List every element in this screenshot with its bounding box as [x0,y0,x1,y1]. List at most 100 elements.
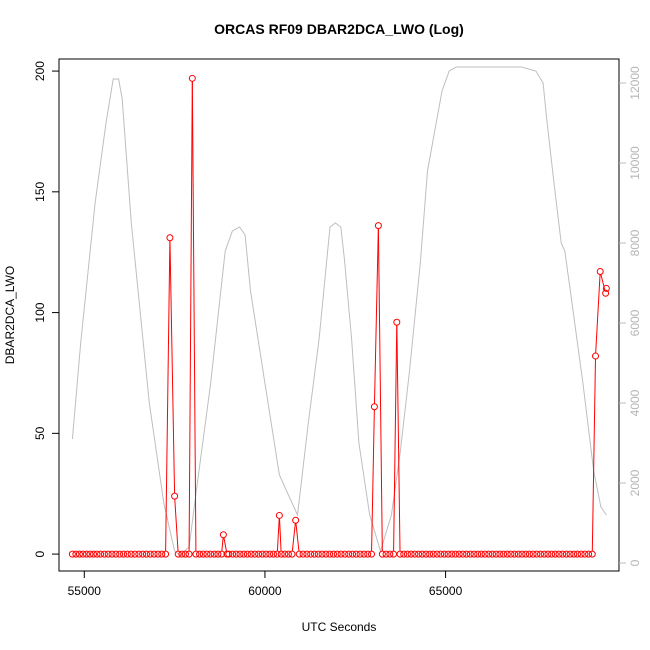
series-left-segment [393,325,398,552]
series-left-point [207,550,215,558]
series-left-point [158,550,166,558]
series-left-point [444,550,452,558]
series-left-point [97,550,105,558]
series-left-point [329,550,337,558]
series-left-segment [595,274,601,354]
series-left-point [577,550,585,558]
series-left-segment [295,523,300,552]
series-left-point [210,550,218,558]
series-left-point [433,550,441,558]
series-left-point [127,550,135,558]
series-left-point [400,550,408,558]
series-left-point [82,550,90,558]
series-left-segment [371,409,375,552]
series-left-point [314,550,322,558]
y2-tick-label: 0 [628,559,642,566]
series-left-segment [396,325,401,552]
series-left-segment [600,274,606,291]
series-left-point [500,550,508,558]
series-left-point [240,550,248,558]
series-left-point [196,550,204,558]
series-left-point [192,550,200,558]
series-left-point [474,550,482,558]
y-tick-label: 200 [33,61,47,81]
series-left-point [511,550,519,558]
series-left-point [139,550,147,558]
series-left-point [90,550,98,558]
series-left-point [429,550,437,558]
series-left-point [203,550,211,558]
series-left-point [485,550,493,558]
series-left-point [303,550,311,558]
series-left-point [533,550,541,558]
series-left-point [403,550,411,558]
series-left-point [488,550,496,558]
series-left-point [310,550,318,558]
series-left-point [477,550,485,558]
series-left-point [548,550,556,558]
series-left-point [162,550,170,558]
x-tick-label: 55000 [68,584,102,598]
series-left-point [146,550,154,558]
series-left-point [131,550,139,558]
series-left-axis [68,74,610,558]
series-left-point [596,268,604,276]
series-left-point [199,550,207,558]
series-left-point [503,550,511,558]
series-left-point [544,550,552,558]
series-left-point [229,550,237,558]
series-left-point [251,550,259,558]
series-left-point [288,550,296,558]
series-left-point [374,222,382,230]
series-left-point [466,550,474,558]
series-left-point [150,550,158,558]
y2-tick-label: 4000 [628,389,642,416]
series-left-point [262,550,270,558]
series-left-segment [174,499,179,552]
series-left-point [266,550,274,558]
series-left-point [559,550,567,558]
series-left-point [437,550,445,558]
series-left-segment [279,518,282,552]
series-left-segment [377,228,383,552]
x-tick-label: 65000 [429,584,463,598]
plot-frame [58,58,620,572]
series-left-point [514,550,522,558]
series-left-point [341,550,349,558]
y-axis-label: DBAR2DCA_LWO [3,266,17,364]
series-left-point [566,550,574,558]
series-left-point [352,550,360,558]
series-left-point [258,550,266,558]
series-left-point [214,550,222,558]
series-left-segment [291,523,296,552]
series-left-point [171,492,179,500]
series-left-point [166,234,174,242]
series-left-point [370,403,378,411]
series-left-point [123,550,131,558]
series-left-point [120,550,128,558]
series-left-point [181,550,189,558]
series-left-point [418,550,426,558]
series-left-point [562,550,570,558]
series-left-point [72,550,80,558]
x-axis-label: UTC Seconds [302,620,377,634]
y-tick-label: 50 [33,426,47,440]
series-left-point [588,550,596,558]
series-left-point [116,550,124,558]
series-left-point [322,550,330,558]
series-left-point [407,550,415,558]
series-left-point [345,550,353,558]
series-left-point [225,550,233,558]
series-left-point [585,550,593,558]
series-left-point [592,352,600,360]
series-left-point [455,550,463,558]
series-left-point [570,550,578,558]
series-left-point [555,550,563,558]
series-left-point [307,550,315,558]
series-left-point [247,550,255,558]
series-left-point [326,550,334,558]
series-left-point [529,550,537,558]
series-left-point [581,550,589,558]
series-left-point [496,550,504,558]
